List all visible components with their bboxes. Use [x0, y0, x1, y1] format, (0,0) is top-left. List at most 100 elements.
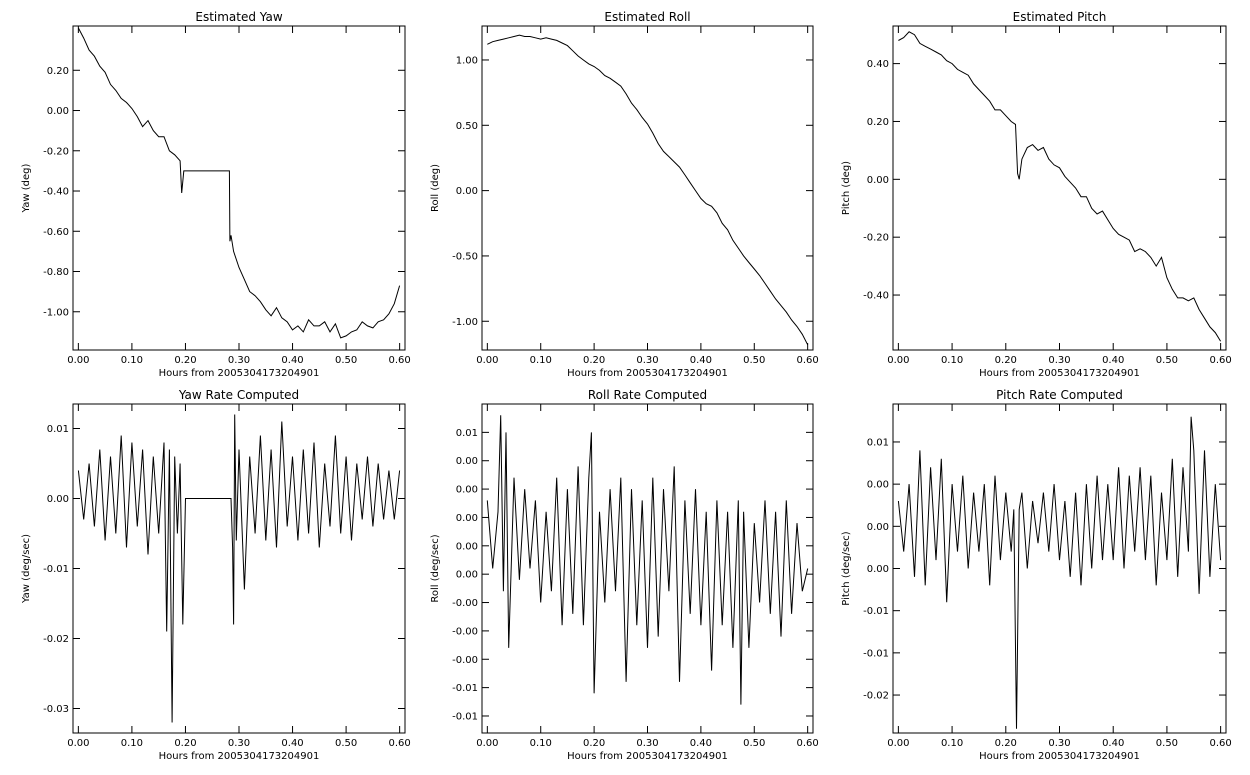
- pitch-xtick-label: 0.50: [1156, 355, 1178, 366]
- roll-rate-ytick-label: 0.01: [456, 428, 478, 439]
- roll-rate-xlabel: Hours from 2005304173204901: [567, 751, 728, 762]
- pitch-rate-ytick-label: 0.01: [867, 437, 889, 448]
- pitch-rate-xtick-label: 0.20: [995, 738, 1017, 749]
- yaw-xtick-label: 0.60: [389, 355, 411, 366]
- pitch-chart: Estimated Pitch 0.00 0.10 0.20 0.30 0.40 0.50 0…: [841, 10, 1232, 379]
- pitch-rate-xtick-label: 0.30: [1048, 738, 1070, 749]
- roll-xtick-label: 0.40: [690, 355, 712, 366]
- roll-rate-ytick-label: 0.00: [456, 456, 478, 467]
- roll-rate-chart: Roll Rate Computed 0.00 0.10 0.20 0.30 0.40 0.…: [430, 388, 819, 762]
- yaw-xtick-label: 0.20: [174, 355, 196, 366]
- pitch-xlabel: Hours from 2005304173204901: [979, 368, 1140, 379]
- pitch-series-line: [898, 31, 1222, 342]
- roll-title: Estimated Roll: [604, 10, 690, 24]
- pitch-rate-chart: Pitch Rate Computed 0.00 0.10 0.20 0.30 0.40 0…: [841, 388, 1232, 762]
- roll-plot-frame: [481, 25, 814, 351]
- pitch-rate-xlabel: Hours from 2005304173204901: [979, 751, 1140, 762]
- yaw-plot-frame: [72, 25, 406, 351]
- yaw-rate-xlabel: Hours from 2005304173204901: [159, 751, 320, 762]
- yaw-series-line: [77, 27, 401, 339]
- yaw-xlabel: Hours from 2005304173204901: [159, 368, 320, 379]
- yaw-xtick-label: 0.30: [228, 355, 250, 366]
- yaw-rate-title: Yaw Rate Computed: [178, 388, 299, 402]
- yaw-ytick-label: 0.20: [47, 66, 69, 77]
- yaw-rate-xtick-label: 0.10: [121, 738, 143, 749]
- yaw-chart: Estimated Yaw 0.00 0.10 0.20 0.30 0.40 0.50 0.6…: [21, 10, 411, 379]
- pitch-rate-ytick-label: -0.02: [863, 691, 889, 702]
- pitch-xtick-label: 0.40: [1102, 355, 1124, 366]
- pitch-rate-xtick-label: 0.60: [1209, 738, 1231, 749]
- roll-rate-xtick-label: 0.10: [530, 738, 552, 749]
- yaw-rate-ytick-label: -0.03: [43, 704, 69, 715]
- pitch-xtick-label: 0.30: [1048, 355, 1070, 366]
- roll-xtick-label: 0.00: [476, 355, 498, 366]
- yaw-rate-ytick-label: 0.00: [47, 494, 69, 505]
- yaw-xtick-label: 0.50: [335, 355, 357, 366]
- roll-rate-ytick-label: 0.00: [456, 541, 478, 552]
- roll-rate-xtick-label: 0.50: [743, 738, 765, 749]
- yaw-xtick-label: 0.40: [281, 355, 303, 366]
- yaw-ylabel: Yaw (deg): [21, 163, 32, 213]
- roll-rate-xtick-label: 0.40: [690, 738, 712, 749]
- pitch-rate-xtick-label: 0.10: [941, 738, 963, 749]
- roll-xtick-label: 0.50: [743, 355, 765, 366]
- roll-rate-ylabel: Roll (deg/sec): [430, 534, 441, 602]
- roll-xtick-label: 0.60: [797, 355, 819, 366]
- roll-ylabel: Roll (deg): [430, 164, 441, 212]
- roll-rate-ytick-label: -0.01: [452, 711, 478, 722]
- pitch-xtick-label: 0.00: [887, 355, 909, 366]
- yaw-ytick-label: -0.20: [43, 146, 69, 157]
- yaw-rate-xtick-label: 0.20: [174, 738, 196, 749]
- roll-rate-ytick-label: 0.00: [456, 513, 478, 524]
- roll-rate-xtick-label: 0.20: [583, 738, 605, 749]
- roll-rate-ytick-label: -0.01: [452, 683, 478, 694]
- pitch-rate-title: Pitch Rate Computed: [996, 388, 1123, 402]
- roll-rate-xtick-label: 0.00: [476, 738, 498, 749]
- roll-ytick-label: 1.00: [456, 55, 478, 66]
- roll-rate-ytick-label: -0.00: [452, 598, 478, 609]
- roll-ytick-label: -1.00: [452, 317, 478, 328]
- yaw-rate-chart: Yaw Rate Computed 0.00 0.10 0.20 0.30 0.40 0.5…: [21, 388, 411, 762]
- pitch-rate-ylabel: Pitch (deg/sec): [841, 531, 852, 606]
- pitch-xtick-label: 0.20: [995, 355, 1017, 366]
- pitch-xtick-label: 0.10: [941, 355, 963, 366]
- roll-rate-title: Roll Rate Computed: [588, 388, 707, 402]
- yaw-ytick-label: 0.00: [47, 106, 69, 117]
- roll-rate-xtick-label: 0.60: [797, 738, 819, 749]
- pitch-title: Estimated Pitch: [1013, 10, 1107, 24]
- yaw-xtick-label: 0.10: [121, 355, 143, 366]
- pitch-ytick-label: -0.20: [863, 233, 889, 244]
- pitch-ytick-label: 0.00: [867, 175, 889, 186]
- roll-rate-series-line: [486, 415, 809, 705]
- roll-rate-ytick-label: -0.00: [452, 655, 478, 666]
- roll-ytick-label: -0.50: [452, 251, 478, 262]
- roll-rate-xtick-label: 0.30: [636, 738, 658, 749]
- yaw-rate-ytick-label: -0.02: [43, 634, 69, 645]
- roll-rate-ytick-label: -0.00: [452, 626, 478, 637]
- pitch-rate-series-line: [897, 416, 1222, 729]
- pitch-rate-ytick-label: 0.00: [867, 564, 889, 575]
- yaw-rate-series-line: [77, 414, 401, 723]
- yaw-rate-ytick-label: 0.01: [47, 424, 69, 435]
- roll-series-line: [487, 34, 809, 346]
- pitch-xtick-label: 0.60: [1209, 355, 1231, 366]
- yaw-ytick-label: -0.40: [43, 187, 69, 198]
- roll-rate-ytick-label: 0.00: [456, 485, 478, 496]
- yaw-rate-xtick-label: 0.40: [281, 738, 303, 749]
- yaw-xtick-label: 0.00: [67, 355, 89, 366]
- yaw-rate-ylabel: Yaw (deg/sec): [21, 534, 32, 604]
- yaw-rate-xtick-label: 0.60: [389, 738, 411, 749]
- pitch-rate-ytick-label: 0.00: [867, 480, 889, 491]
- yaw-rate-xtick-label: 0.00: [67, 738, 89, 749]
- yaw-ytick-label: -0.60: [43, 227, 69, 238]
- pitch-rate-ytick-label: 0.00: [867, 522, 889, 533]
- pitch-rate-plot-frame: [892, 403, 1227, 734]
- pitch-rate-xtick-label: 0.40: [1102, 738, 1124, 749]
- roll-xtick-label: 0.20: [583, 355, 605, 366]
- yaw-rate-xtick-label: 0.50: [335, 738, 357, 749]
- roll-ytick-label: 0.00: [456, 186, 478, 197]
- yaw-rate-xtick-label: 0.30: [228, 738, 250, 749]
- yaw-rate-ytick-label: -0.01: [43, 564, 69, 575]
- roll-xlabel: Hours from 2005304173204901: [567, 368, 728, 379]
